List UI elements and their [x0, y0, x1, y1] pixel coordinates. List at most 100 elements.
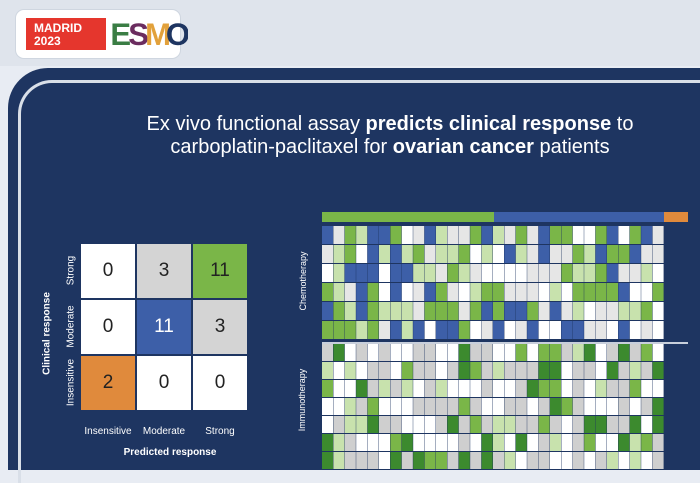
- immuno-heatmap-cell: [401, 362, 413, 379]
- immuno-heatmap-cell: [333, 398, 345, 415]
- immuno-heatmap-cell: [641, 344, 653, 361]
- chemo-heatmap-cell: [550, 283, 561, 301]
- chemo-heatmap-cell: [379, 283, 390, 301]
- chemo-heatmap-cell: [584, 321, 596, 339]
- chemo-heatmap-cell: [527, 283, 539, 301]
- chemo-heatmap-cell: [447, 226, 459, 244]
- immuno-heatmap-cell: [561, 362, 573, 379]
- immuno-heatmap-cell: [379, 434, 390, 451]
- immuno-heatmap-cell: [367, 452, 379, 469]
- chemo-heatmap-cell: [504, 302, 516, 320]
- immuno-heatmap-cell: [470, 362, 482, 379]
- chemo-heatmap-cell: [607, 302, 618, 320]
- immuno-heatmap-cell: [367, 398, 379, 415]
- immuno-heatmap-cell: [527, 434, 539, 451]
- immuno-heatmap-cell: [527, 416, 539, 433]
- immuno-heatmap-cell: [424, 398, 436, 415]
- chemo-heatmap-cell: [595, 226, 607, 244]
- chemo-heatmap-cell: [641, 283, 653, 301]
- immuno-heatmap-cell: [344, 416, 356, 433]
- immuno-heatmap-cell: [356, 398, 368, 415]
- immuno-heatmap-cell: [618, 362, 630, 379]
- immuno-heatmap-cell: [322, 362, 333, 379]
- immuno-heatmap-cell: [447, 434, 459, 451]
- immuno-heatmap-cell: [629, 452, 641, 469]
- immuno-heatmap-cell: [550, 344, 561, 361]
- immuno-heatmap-cell: [401, 416, 413, 433]
- chemo-heatmap-cell: [572, 321, 584, 339]
- immuno-heatmap-cell: [538, 344, 550, 361]
- chemo-heatmap-cell: [572, 226, 584, 244]
- group-bar-insensitive: [664, 212, 688, 222]
- chemo-heatmap-cell: [595, 245, 607, 263]
- chemo-heatmap-cell: [413, 302, 425, 320]
- immuno-heatmap-cell: [595, 452, 607, 469]
- chemo-heatmap-cell: [401, 245, 413, 263]
- immuno-heatmap-cell: [424, 344, 436, 361]
- immuno-heatmap-cell: [584, 380, 596, 397]
- immuno-heatmap-cell: [504, 344, 516, 361]
- svg-text:S: S: [128, 17, 148, 49]
- x-axis-title: Predicted response: [123, 447, 217, 458]
- chemo-heatmap-cell: [504, 321, 516, 339]
- immuno-heatmap-cell: [652, 398, 664, 415]
- immuno-heatmap-cell: [550, 380, 561, 397]
- chemo-heatmap-cell: [515, 226, 527, 244]
- immuno-heatmap-cell: [538, 398, 550, 415]
- immuno-heatmap-cell: [447, 452, 459, 469]
- chemo-heatmap-cell: [493, 321, 504, 339]
- immuno-heatmap-cell: [333, 434, 345, 451]
- immuno-heatmap-cell: [470, 344, 482, 361]
- immuno-heatmap-cell: [572, 434, 584, 451]
- immuno-heatmap-cell: [584, 452, 596, 469]
- immuno-heatmap-cell: [538, 362, 550, 379]
- immuno-heatmap-cell: [515, 380, 527, 397]
- chemo-heatmap-cell: [367, 245, 379, 263]
- immuno-heatmap-cell: [379, 362, 390, 379]
- chemo-heatmap-cell: [367, 321, 379, 339]
- immuno-heatmap-cell: [550, 398, 561, 415]
- immuno-heatmap-cell: [322, 398, 333, 415]
- chemo-heatmap-cell: [344, 245, 356, 263]
- chemo-heatmap-cell: [333, 245, 345, 263]
- logo-brand: E S M O: [110, 17, 188, 49]
- title-bold-2: ovarian cancer: [392, 136, 534, 158]
- immuno-heatmap-cell: [401, 344, 413, 361]
- immuno-heatmap-cell: [493, 416, 504, 433]
- chemo-heatmap-cell: [458, 321, 470, 339]
- immuno-heatmap-cell: [458, 362, 470, 379]
- immuno-heatmap-cell: [595, 434, 607, 451]
- chemo-heatmap-cell: [379, 264, 390, 282]
- matrix-cell: 2: [80, 355, 136, 411]
- immuno-heatmap-cell: [367, 434, 379, 451]
- chemo-heatmap-cell: [618, 245, 630, 263]
- chemo-heatmap-cell: [584, 302, 596, 320]
- chemo-heatmap-cell: [436, 226, 447, 244]
- chemo-heatmap-cell: [595, 283, 607, 301]
- matrix-cell: 3: [192, 299, 248, 355]
- immuno-heatmap-cell: [538, 416, 550, 433]
- immuno-heatmap-cell: [413, 380, 425, 397]
- chemo-heatmap-cell: [504, 226, 516, 244]
- chemo-heatmap-cell: [572, 245, 584, 263]
- immuno-heatmap-cell: [652, 362, 664, 379]
- logo-city: MADRID: [34, 21, 82, 35]
- immuno-heatmap-cell: [401, 398, 413, 415]
- immuno-heatmap-cell: [344, 434, 356, 451]
- chemo-heatmap-cell: [652, 283, 664, 301]
- drug-response-heatmap: [322, 212, 700, 470]
- chemo-heatmap-cell: [481, 245, 493, 263]
- chemo-heatmap-cell: [379, 226, 390, 244]
- immuno-heatmap-cell: [424, 380, 436, 397]
- chemo-heatmap-cell: [436, 264, 447, 282]
- immuno-heatmap-cell: [493, 434, 504, 451]
- chemo-heatmap-cell: [436, 321, 447, 339]
- immuno-heatmap-cell: [447, 380, 459, 397]
- matrix-cell: 0: [80, 299, 136, 355]
- immuno-heatmap-cell: [572, 452, 584, 469]
- immuno-heatmap-cell: [458, 344, 470, 361]
- chemo-heatmap-cell: [458, 302, 470, 320]
- immuno-heatmap-cell: [424, 416, 436, 433]
- row-label-insensitive: Insensitive: [65, 358, 77, 407]
- immuno-heatmap-cell: [333, 416, 345, 433]
